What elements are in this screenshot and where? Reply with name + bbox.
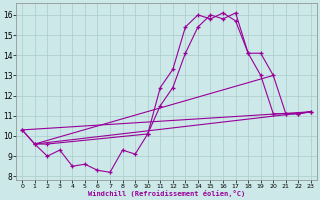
X-axis label: Windchill (Refroidissement éolien,°C): Windchill (Refroidissement éolien,°C): [88, 190, 245, 197]
